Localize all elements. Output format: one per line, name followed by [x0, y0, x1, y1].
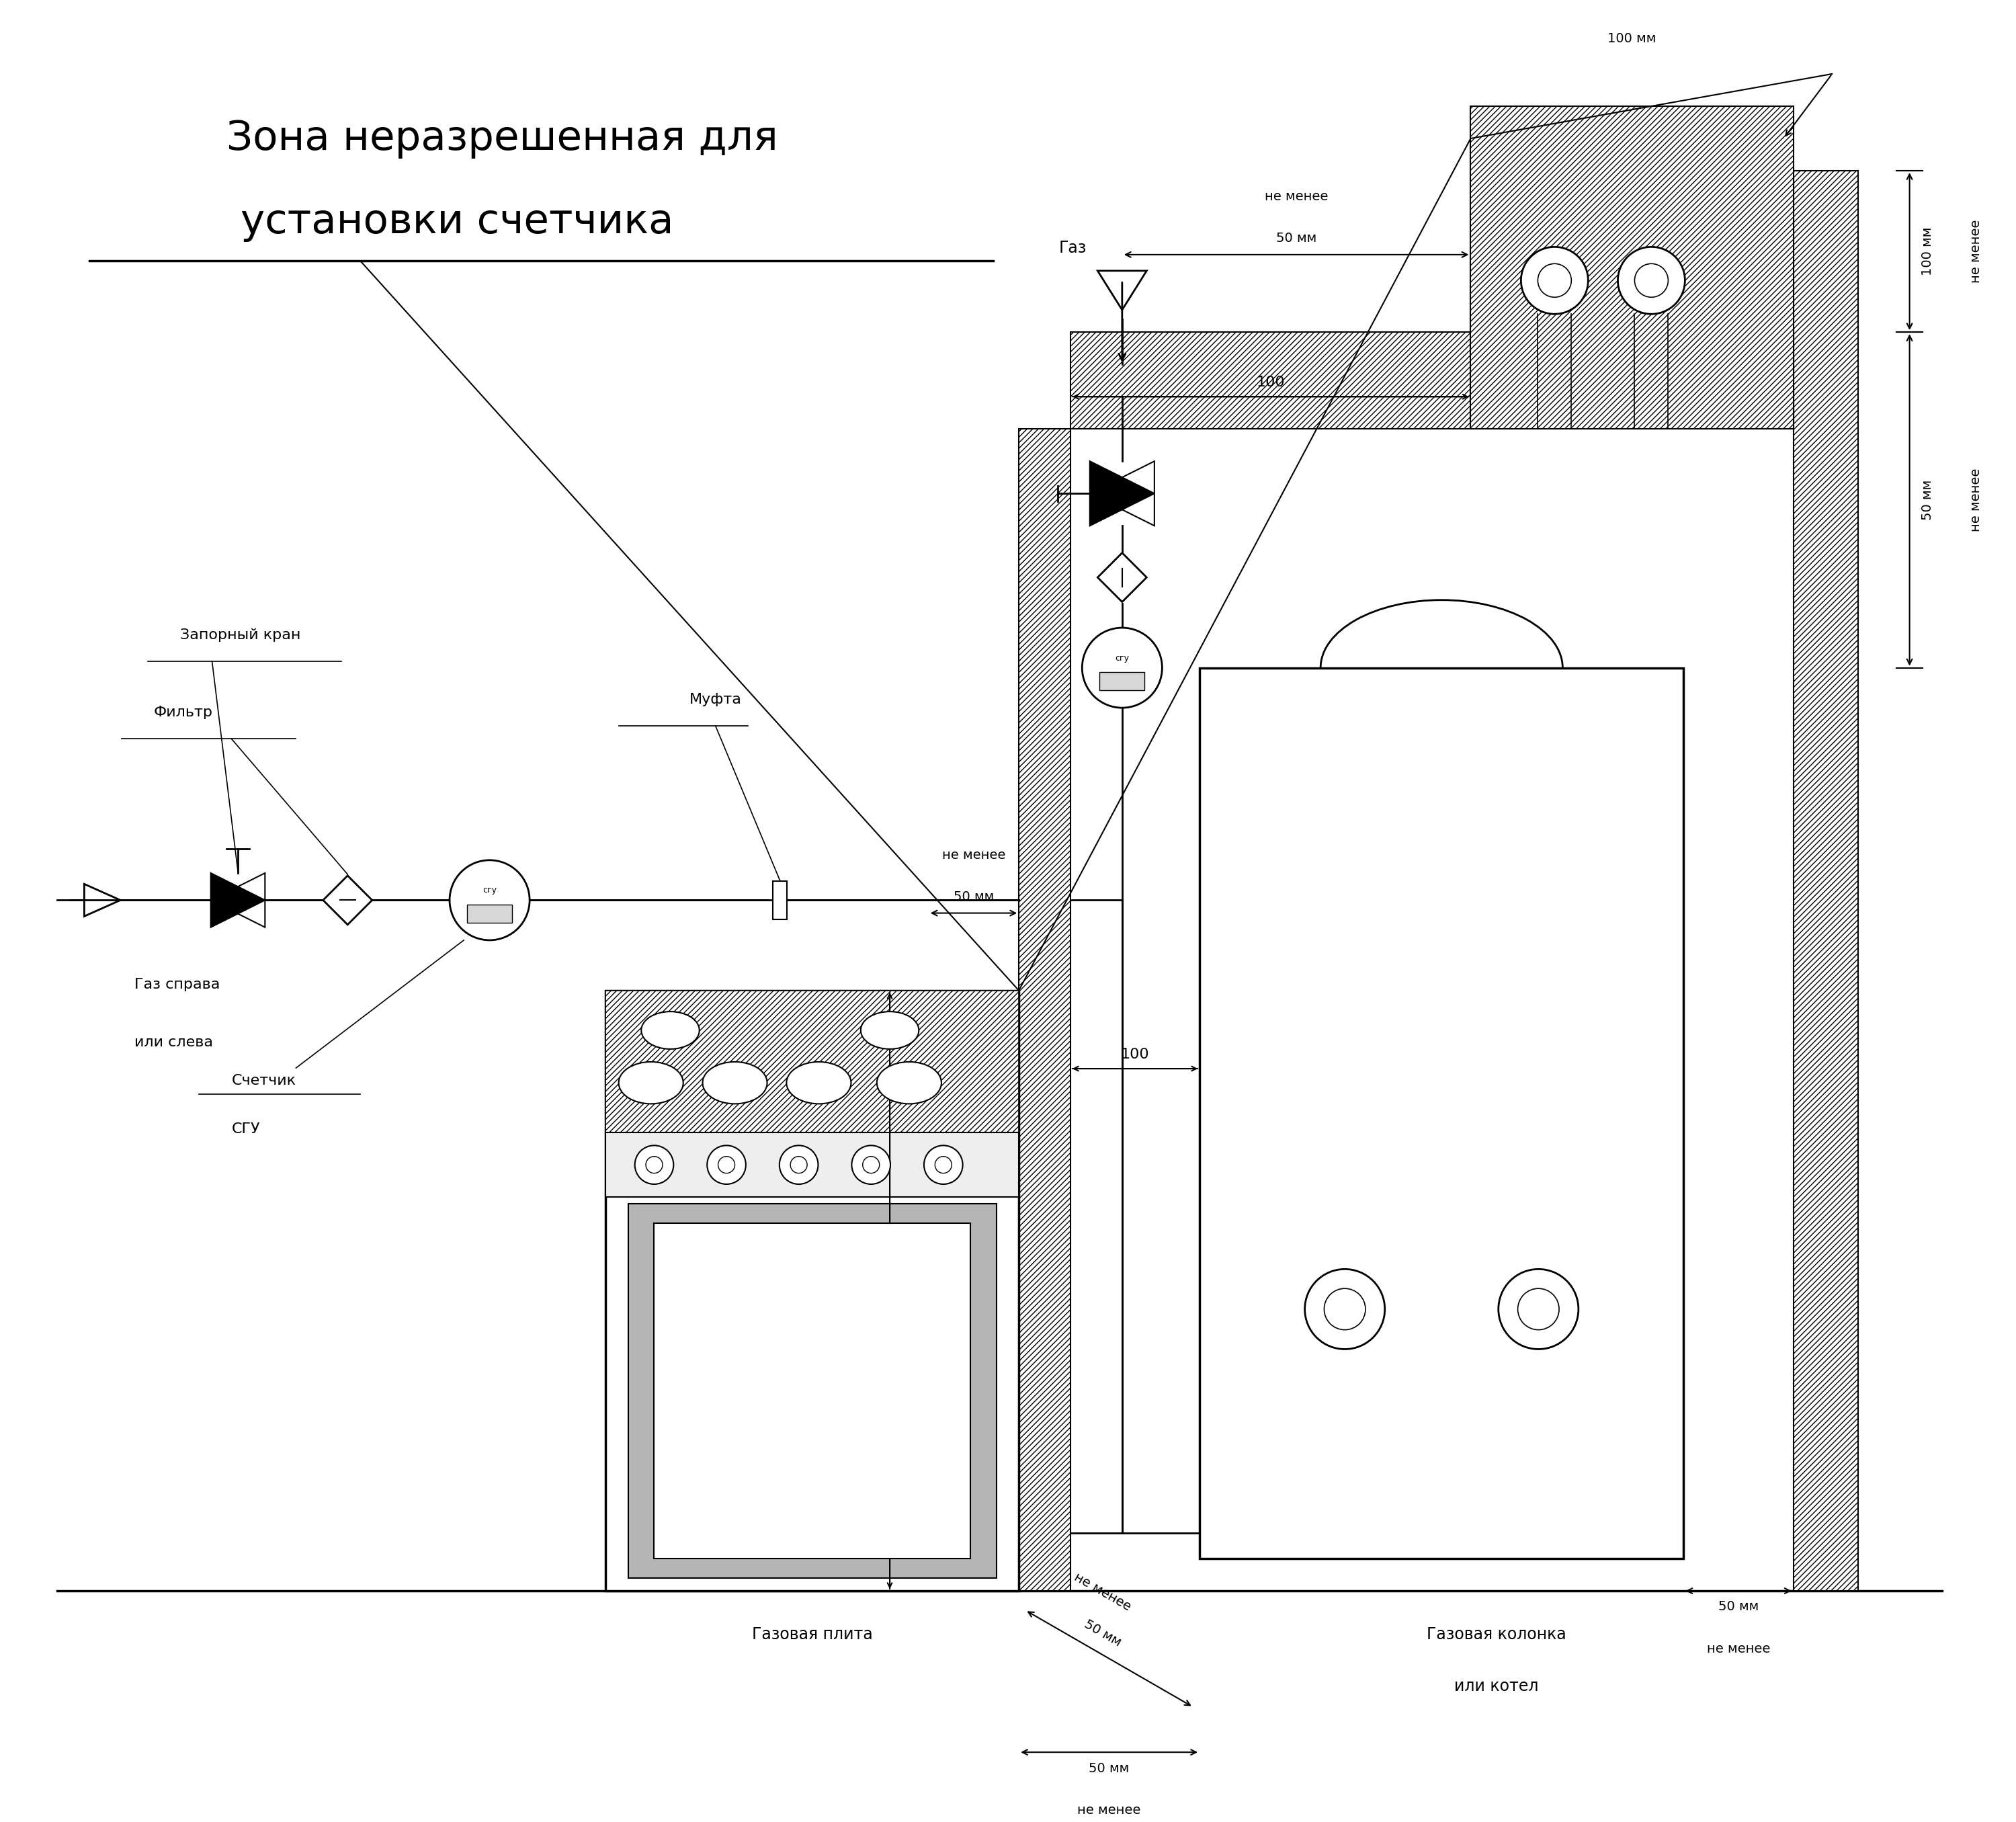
Circle shape — [450, 860, 530, 940]
Circle shape — [1325, 1288, 1365, 1330]
Polygon shape — [1091, 461, 1155, 527]
Text: не менее: не менее — [1970, 220, 1982, 282]
Text: 50 мм: 50 мм — [1718, 1600, 1758, 1612]
Polygon shape — [1097, 552, 1147, 601]
Text: не менее: не менее — [1264, 189, 1329, 202]
Text: Газовая плита: Газовая плита — [752, 1627, 873, 1642]
Circle shape — [851, 1146, 891, 1184]
Circle shape — [863, 1157, 879, 1173]
Text: или слева: или слева — [135, 1035, 214, 1049]
Text: 50 мм: 50 мм — [1083, 1618, 1123, 1649]
Bar — [1018, 428, 1070, 1591]
Text: не менее: не менее — [1601, 0, 1663, 4]
Bar — [605, 1133, 1018, 1197]
Bar — [1794, 171, 1859, 1591]
Text: Муфта: Муфта — [689, 692, 742, 707]
Ellipse shape — [641, 1011, 700, 1049]
Ellipse shape — [861, 1011, 919, 1049]
Text: Зона неразрешенная для: Зона неразрешенная для — [226, 118, 778, 159]
Text: или котел: или котел — [1454, 1678, 1538, 1694]
Bar — [653, 1223, 970, 1558]
Circle shape — [1635, 264, 1667, 297]
Text: СГУ: СГУ — [232, 1122, 260, 1135]
Bar — [468, 906, 512, 922]
Circle shape — [708, 1146, 746, 1184]
Polygon shape — [212, 873, 264, 927]
Text: не менее: не менее — [1970, 468, 1982, 532]
Bar — [605, 991, 1018, 1591]
Ellipse shape — [619, 1062, 683, 1104]
Ellipse shape — [877, 1062, 941, 1104]
Text: 50 мм: 50 мм — [954, 891, 994, 904]
Text: Газ: Газ — [1058, 241, 1087, 257]
Circle shape — [1083, 629, 1161, 707]
Circle shape — [1498, 1270, 1579, 1348]
Text: установки счетчика: установки счетчика — [240, 202, 673, 242]
Text: 50 мм: 50 мм — [1089, 1762, 1129, 1775]
Circle shape — [1304, 1270, 1385, 1348]
Circle shape — [935, 1157, 952, 1173]
Circle shape — [645, 1157, 663, 1173]
Circle shape — [718, 1157, 736, 1173]
Text: Газовая колонка: Газовая колонка — [1427, 1627, 1566, 1642]
Circle shape — [1617, 248, 1685, 313]
Bar — [1470, 106, 1794, 428]
Circle shape — [1518, 1288, 1558, 1330]
Circle shape — [1538, 264, 1570, 297]
Text: Фильтр: Фильтр — [153, 705, 214, 720]
Text: 100 мм: 100 мм — [1607, 33, 1657, 46]
Bar — [1200, 669, 1683, 1558]
Text: 100: 100 — [1121, 1048, 1149, 1060]
Ellipse shape — [786, 1062, 851, 1104]
Text: сгу: сгу — [482, 885, 496, 895]
Bar — [605, 991, 1018, 1133]
Text: Газ справа: Газ справа — [135, 978, 220, 991]
Text: не менее: не менее — [1708, 1642, 1770, 1654]
Polygon shape — [323, 876, 373, 926]
Ellipse shape — [704, 1062, 768, 1104]
Text: сгу: сгу — [1115, 654, 1129, 663]
Bar — [1070, 332, 1794, 428]
Text: 50 мм: 50 мм — [1276, 231, 1316, 244]
Text: Счетчик: Счетчик — [232, 1073, 296, 1088]
Text: 50 мм: 50 мм — [1921, 479, 1933, 521]
Text: не менее: не менее — [865, 1323, 879, 1387]
Circle shape — [923, 1146, 964, 1184]
Text: 100: 100 — [1256, 375, 1284, 388]
Bar — [772, 880, 786, 920]
Circle shape — [780, 1146, 818, 1184]
Text: 400 мм: 400 мм — [865, 1266, 879, 1315]
Text: Запорный кран: Запорный кран — [179, 629, 300, 641]
Bar — [1099, 672, 1145, 691]
Text: не менее: не менее — [1073, 1571, 1133, 1614]
Text: не менее: не менее — [941, 849, 1006, 862]
Circle shape — [635, 1146, 673, 1184]
Text: 100 мм: 100 мм — [1921, 228, 1933, 275]
Circle shape — [1520, 248, 1589, 313]
Bar — [629, 1204, 996, 1578]
Text: не менее: не менее — [1077, 1804, 1141, 1817]
Circle shape — [790, 1157, 806, 1173]
